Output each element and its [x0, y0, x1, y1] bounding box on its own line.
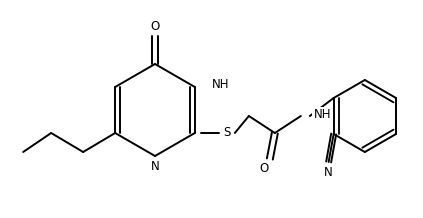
Text: S: S — [223, 126, 231, 140]
Text: N: N — [324, 165, 333, 179]
Text: O: O — [150, 20, 159, 34]
Text: N: N — [151, 160, 159, 172]
Text: NH: NH — [212, 78, 229, 92]
Text: O: O — [259, 162, 269, 174]
Text: NH: NH — [314, 109, 331, 121]
